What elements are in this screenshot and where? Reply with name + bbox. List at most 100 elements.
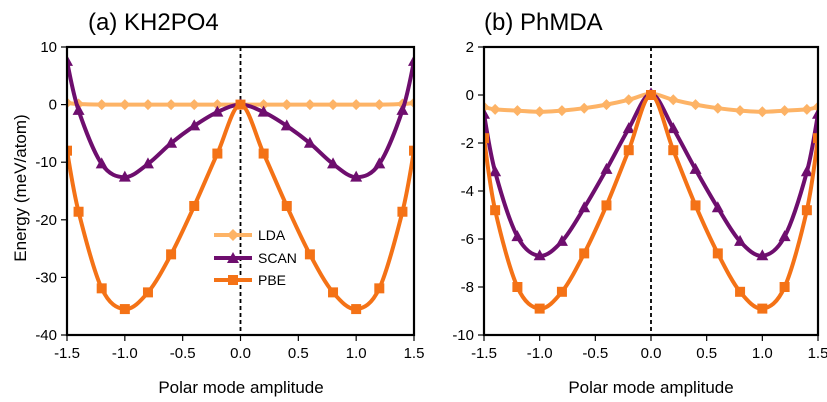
panel-a-y-tick-label: 10 [40,39,57,56]
panel-b-point-pbe [757,303,768,314]
panel-a-point-lda [96,99,108,111]
panel-b-point-lda [801,103,813,115]
panel-a-point-scan [118,170,131,182]
panel-a-point-lda [142,99,154,111]
panel-b-point-scan [689,162,702,174]
panel-b-point-pbe [646,90,656,100]
panel-a-point-lda [165,99,177,111]
panel-b-series-group [484,87,818,314]
panel-b-y-tick-label: 2 [466,39,474,56]
panel-a-x-tick-label: -1.5 [54,345,80,362]
panel-b-point-scan [489,165,502,177]
panel-a-x-tick-label: -1.0 [112,345,138,362]
panel-a-point-scan [303,136,316,148]
panel-a-point-lda [350,99,362,111]
legend-label-lda: LDA [258,227,286,243]
panel-a-plot-area: -1.5 -1.0 -0.5 0.0 0.5 1.0 1.5 10 0 -10 -20 -30 -40 [35,39,424,362]
panel-b-point-scan [622,122,635,134]
panel-b-point-scan [734,234,747,246]
panel-b-point-scan [484,107,490,119]
panel-a-point-scan [280,119,293,131]
panel-a-x-axis-title: Polar mode amplitude [158,378,323,397]
panel-a-title: (a) KH2PO4 [88,9,219,36]
panel-a-y-tick-label: 0 [49,97,57,114]
panel-a-point-pbe [142,287,153,298]
panel-b-point-lda [534,106,546,118]
panel-b-point-lda [712,102,724,114]
panel-b-point-scan [711,201,724,213]
panel-b-point-lda [812,101,818,113]
panel-b-point-lda [779,105,791,117]
panel-a-point-pbe [397,206,408,217]
panel-b-point-pbe [712,248,723,259]
panel-b-point-pbe [668,145,679,156]
panel-b-point-pbe [601,200,612,211]
panel-b-point-scan [578,201,591,213]
legend-label-scan: SCAN [258,250,297,266]
panel-a-point-scan [408,54,414,66]
panel-b-point-pbe [813,133,818,144]
panel-a-x-tick-label: 1.5 [404,345,425,362]
legend: LDA SCAN PBE [214,227,297,288]
panel-a-point-scan [211,105,224,117]
panel-a-point-scan [67,54,73,66]
panel-a-point-scan [396,103,409,115]
panel-b-x-tick-label: -1.0 [527,345,553,362]
panel-b-x-tick-label: 1.5 [808,345,827,362]
panel-b-point-scan [778,230,791,242]
panel-a-point-pbe [119,304,130,315]
panel-b-point-lda [667,94,679,106]
panel-a-x-tick-label: 1.0 [346,345,367,362]
panel-a-point-lda [327,99,339,111]
panel-b-point-pbe [556,286,567,297]
panel-a-x-tick-label: 0.0 [230,345,251,362]
panel-b-point-scan [600,162,613,174]
panel-b-point-scan [511,230,524,242]
panel-b-point-lda [484,101,490,113]
panel-b-x-tick-label: 1.0 [752,345,773,362]
panel-a-point-lda [373,99,385,111]
panel-b-point-lda [623,94,635,106]
panel-b-y-tick-label: -2 [461,135,474,152]
panel-a-y-tick-label: -10 [35,154,57,171]
legend-entry-scan: SCAN [214,250,297,266]
panel-a-point-lda [304,99,316,111]
panel-b-point-pbe [534,303,545,314]
panel-a-point-scan [257,105,270,117]
panel-b-point-lda [556,105,568,117]
panel-b-x-tick-label: -1.5 [471,345,497,362]
panel-b-y-tick-label: -10 [452,327,474,344]
panel-b-point-lda [489,103,501,115]
panel-a-point-pbe [304,249,315,260]
panel-a-point-pbe [96,283,107,294]
panel-b-point-scan [812,107,818,119]
panel-a-point-lda [188,99,200,111]
panel-b-point-lda [756,106,768,118]
panel-a-point-pbe [409,145,414,156]
panel-a-point-lda [258,99,270,111]
panel-a-point-pbe [73,206,84,217]
panel-b-point-scan [800,165,813,177]
legend-entry-pbe: PBE [214,272,286,288]
panel-b-point-pbe [579,248,590,259]
panel-b-point-pbe [779,282,790,292]
panel-a-point-pbe [189,200,200,211]
panel-a-y-axis-title: Energy (meV/atom) [11,114,30,261]
panel-a-point-pbe [258,148,269,159]
panel-a-point-scan [373,157,386,169]
panel-b-point-pbe [512,282,523,292]
panel-a-point-scan [72,103,85,115]
panel-a-point-lda [281,99,293,111]
legend-marker-lda [227,229,239,241]
legend-marker-pbe [228,275,238,285]
panel-b-x-tick-label: -0.5 [582,345,608,362]
panel-b-plot-area: -1.5 -1.0 -0.5 0.0 0.5 1.0 1.5 2 0 -2 -4 -6 -8 -10 [452,39,827,362]
panel-b-x-tick-label: 0.0 [641,345,662,362]
panel-a-point-pbe [212,148,223,159]
panel-a-point-scan [327,157,340,169]
panel-a-point-lda [119,99,131,111]
panel-b-x-tick-label: 0.5 [696,345,717,362]
panel-a-point-pbe [351,304,362,315]
panel-b-point-pbe [623,145,634,156]
